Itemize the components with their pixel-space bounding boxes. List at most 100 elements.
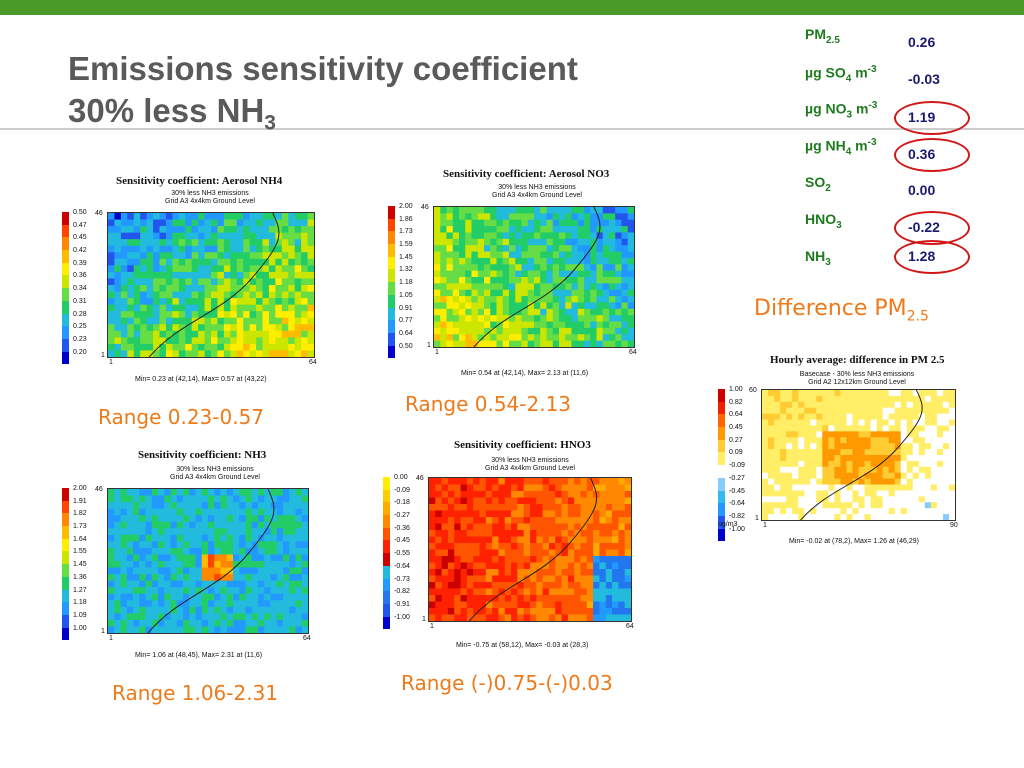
plot-subtitle-line: Grid A3 4x4km Ground Level [170, 474, 260, 481]
map-cell [120, 613, 128, 621]
map-cell [429, 556, 436, 563]
map-cell [446, 289, 454, 297]
map-cell [127, 317, 135, 325]
map-cell [301, 547, 308, 555]
map-cell [828, 502, 835, 509]
map-cell [446, 232, 454, 240]
map-cell [204, 337, 212, 345]
map-cell [804, 496, 811, 503]
map-cell [452, 238, 460, 246]
map-cell [139, 547, 146, 555]
map-cell [609, 257, 616, 265]
map-cell [220, 541, 228, 549]
map-cell [846, 425, 853, 432]
map-cell [924, 395, 932, 403]
map-cell [133, 528, 140, 536]
map-cell [912, 490, 920, 497]
map-cell [498, 517, 506, 524]
map-cell [198, 330, 206, 338]
map-cell [191, 298, 199, 306]
map-cell [858, 419, 866, 426]
map-cell [170, 547, 178, 555]
map-cell [882, 395, 890, 403]
map-cell [204, 213, 212, 221]
map-cell [609, 327, 616, 335]
map-cell [515, 277, 522, 284]
map-cell [201, 554, 209, 562]
map-cell [140, 343, 148, 351]
map-cell [882, 460, 890, 468]
map-cell [840, 508, 847, 515]
map-cell [523, 536, 531, 544]
map-cell [527, 226, 535, 233]
map-cell [460, 569, 468, 576]
map-cell [283, 502, 290, 510]
map-cell [523, 504, 531, 511]
map-cell [139, 600, 146, 608]
map-cell [627, 296, 634, 303]
map-cell [446, 238, 454, 246]
coastline [147, 489, 275, 633]
map-cell [217, 317, 225, 325]
map-cell [195, 626, 203, 633]
slide-title: Emissions sensitivity coefficient 30% le… [68, 48, 578, 145]
map-cell [189, 606, 196, 614]
map-cell [484, 213, 491, 221]
map-cell [822, 502, 829, 509]
map-cell [268, 239, 276, 247]
map-cell [900, 419, 908, 426]
map-cell [502, 232, 510, 240]
map-cell [434, 219, 441, 227]
map-cell [268, 343, 276, 351]
map-cell [294, 285, 302, 293]
map-cell [918, 449, 926, 456]
map-cell [924, 443, 932, 450]
map-cell [114, 271, 122, 279]
map-cell [201, 547, 209, 555]
map-cell [170, 613, 178, 621]
map-cell [810, 425, 817, 432]
map-cell [146, 278, 154, 286]
map-cell [185, 278, 193, 286]
map-cell [515, 245, 522, 253]
map-cell [139, 580, 146, 588]
map-cell [596, 283, 604, 291]
map-cell [599, 575, 607, 583]
map-cell [804, 437, 811, 444]
map-cell [140, 324, 148, 332]
map-cell [189, 567, 196, 575]
map-cell [220, 567, 228, 575]
map-cell [596, 302, 604, 310]
map-cell [534, 207, 541, 214]
map-cell [211, 278, 218, 286]
map-cell [288, 291, 296, 299]
map-cell [204, 226, 212, 234]
map-cell [900, 508, 908, 515]
map-cell [256, 285, 263, 293]
map-cell [288, 252, 296, 260]
map-cell [492, 484, 499, 492]
map-cell [502, 289, 510, 297]
map-cell [523, 569, 531, 576]
map-cell [552, 251, 560, 259]
map-cell [164, 495, 171, 503]
map-cell [159, 304, 167, 312]
map-cell [452, 245, 460, 253]
plot-subtitle-line: 30% less NH3 emissions [498, 184, 576, 191]
map-cell [120, 547, 128, 555]
map-cell [281, 219, 289, 227]
map-cell [912, 431, 920, 438]
map-cell [479, 478, 487, 485]
map-cell [441, 575, 449, 583]
map-cell [198, 285, 206, 293]
map-cell [191, 252, 199, 260]
map-cell [151, 580, 159, 588]
map-cell [621, 283, 629, 291]
map-cell [555, 556, 563, 563]
map-cell [133, 317, 141, 325]
map-cell [509, 327, 516, 335]
map-cell [268, 311, 276, 319]
map-cell [145, 521, 153, 529]
map-cell [567, 575, 575, 583]
map-cell [502, 296, 510, 303]
